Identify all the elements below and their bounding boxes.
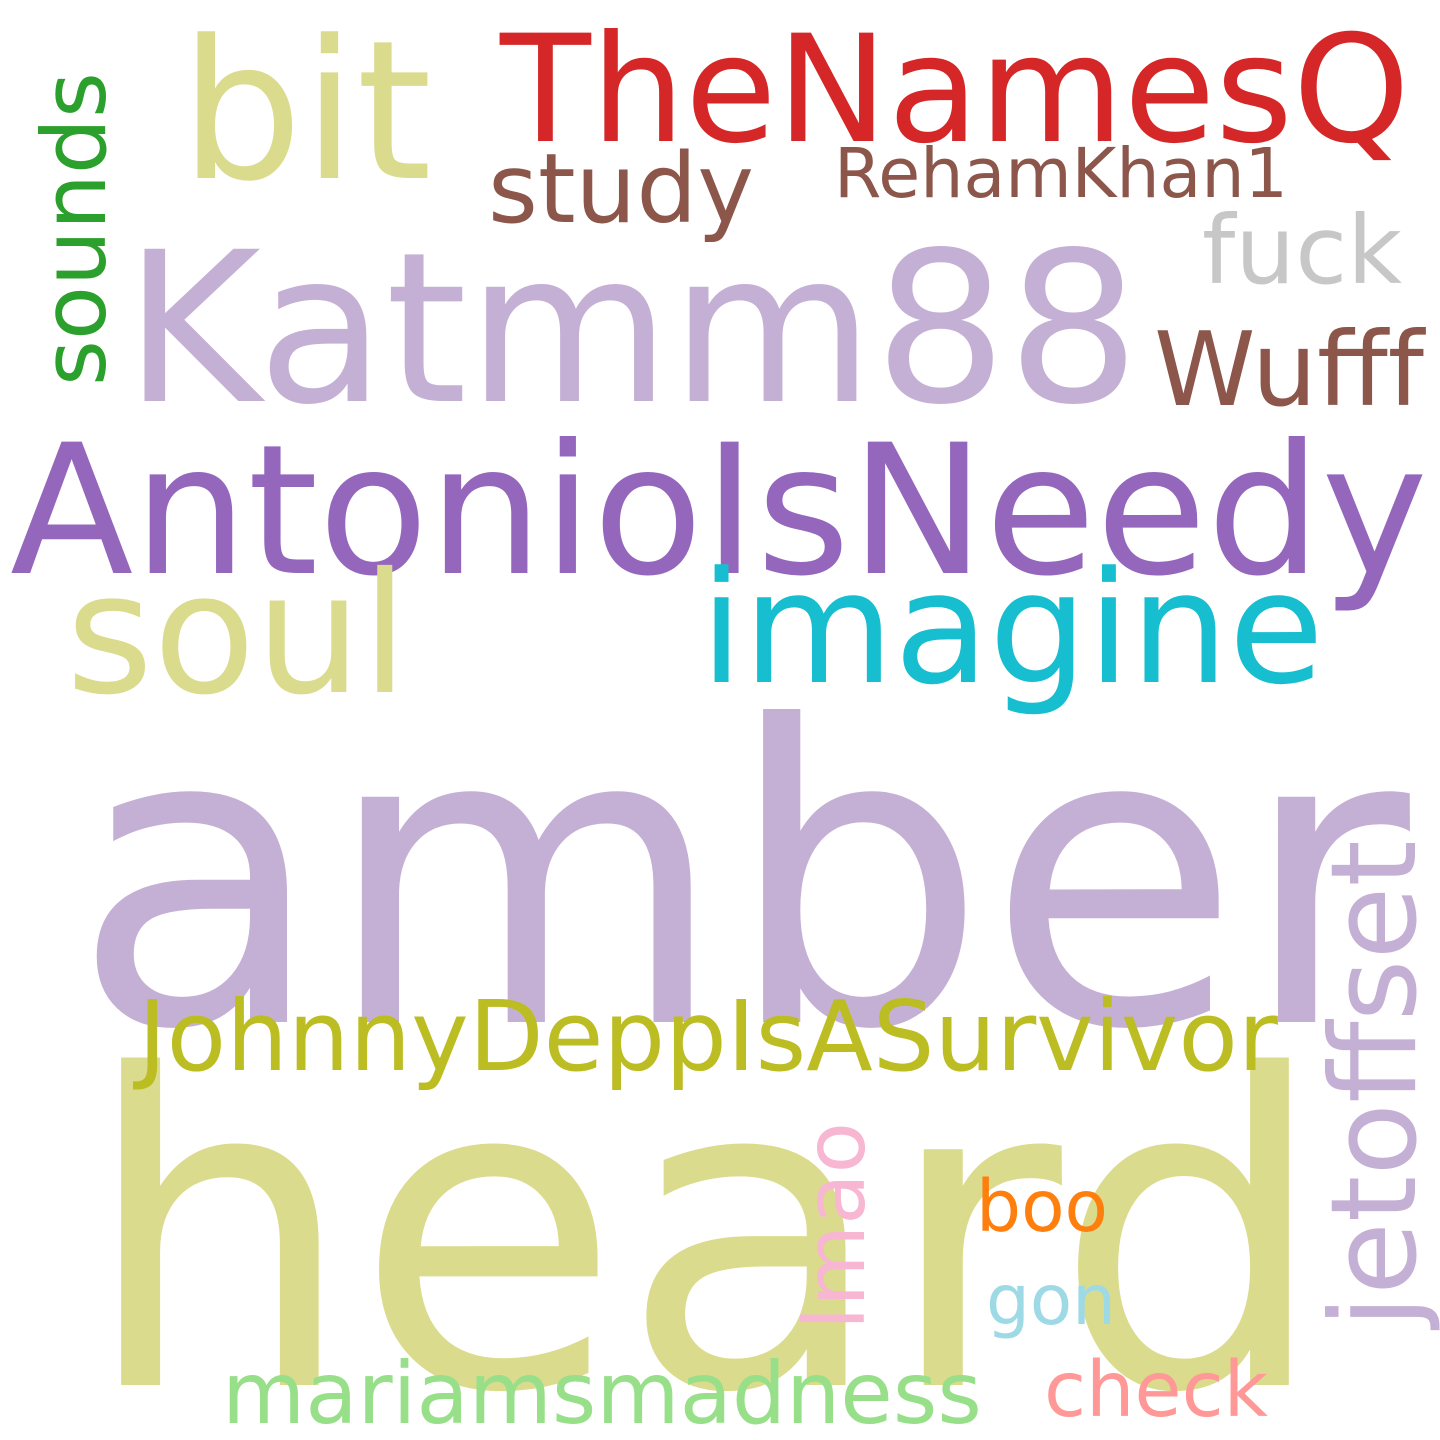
word-johnnydeppisasurvivor: JohnnyDeppIsASurvivor xyxy=(138,980,1278,1094)
word-gon: gon xyxy=(986,1260,1116,1341)
word-soul: soul xyxy=(66,538,408,733)
word-bit: bit xyxy=(180,0,432,225)
word-thenamesq: TheNamesQ xyxy=(500,4,1410,177)
word-fuck: fuck xyxy=(1202,196,1402,307)
word-boo: boo xyxy=(976,1165,1108,1249)
word-jetoffset: jetoffset xyxy=(1304,840,1440,1328)
word-study: study xyxy=(488,133,754,246)
word-antonioisneedy: AntonioIsNeedy xyxy=(10,405,1428,616)
word-lmao: lmao xyxy=(786,1122,885,1330)
word-katmm88: Katmm88 xyxy=(124,207,1140,451)
word-rehamkhan1: RehamKhan1 xyxy=(834,135,1288,215)
word-imagine: imagine xyxy=(700,538,1324,720)
word-sounds: sounds xyxy=(22,72,126,386)
word-amber: amber xyxy=(72,641,1410,1121)
word-mariamsmadness: mariamsmadness xyxy=(222,1344,982,1440)
word-wufff: Wufff xyxy=(1154,310,1424,430)
word-check: check xyxy=(1044,1345,1268,1435)
word-heard: heard xyxy=(82,985,1328,1440)
